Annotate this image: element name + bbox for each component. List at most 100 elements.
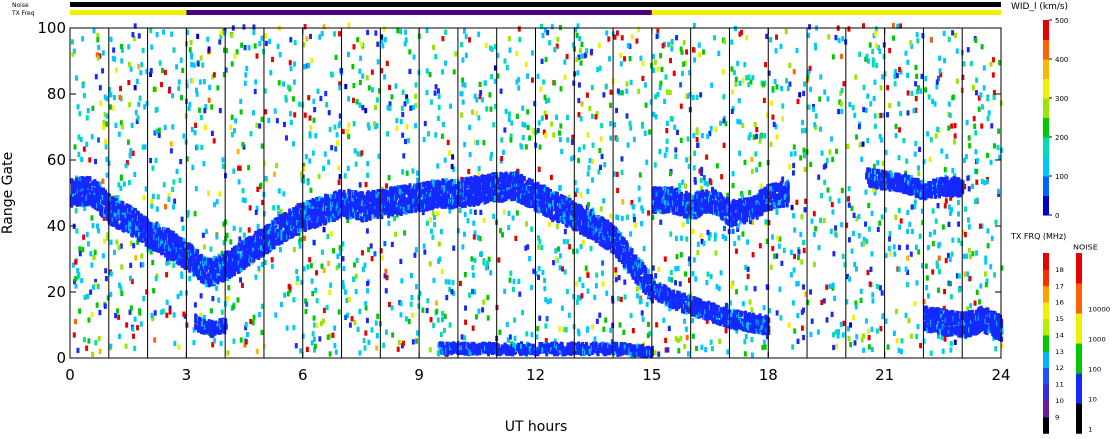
band-cell <box>269 231 273 237</box>
scatter-cell <box>792 267 796 273</box>
scatter-cell <box>133 345 137 352</box>
scatter-cell <box>81 36 85 42</box>
scatter-cell <box>105 156 109 163</box>
band-cell <box>148 243 152 250</box>
band-cell <box>355 192 359 198</box>
band-cell <box>366 190 370 196</box>
scatter-cell <box>764 219 768 225</box>
scatter-cell <box>375 333 379 339</box>
scatter-cell <box>951 168 955 174</box>
scatter-cell <box>545 316 549 322</box>
scatter-cell <box>573 191 577 197</box>
scatter-cell <box>236 148 240 154</box>
scatter-cell <box>957 273 961 279</box>
scatter-cell <box>106 295 110 301</box>
scatter-cell <box>745 35 749 41</box>
scatter-cell <box>352 82 356 89</box>
scatter-cell <box>731 228 735 234</box>
scatter-cell <box>698 52 702 58</box>
scatter-cell <box>591 324 595 330</box>
scatter-cell <box>924 263 928 269</box>
scatter-cell <box>388 105 392 111</box>
scatter-cell <box>401 132 405 138</box>
scatter-cell <box>521 134 525 141</box>
band-cell <box>102 191 106 197</box>
band-cell <box>310 212 314 218</box>
band-cell <box>303 209 307 215</box>
scatter-cell <box>926 131 930 137</box>
scatter-cell <box>763 133 767 139</box>
scatter-cell <box>876 45 880 51</box>
scatter-cell <box>865 318 868 324</box>
scatter-cell <box>377 153 381 160</box>
scatter-cell <box>192 339 196 346</box>
scatter-cell <box>295 268 299 275</box>
scatter-cell <box>141 47 145 54</box>
band-cell <box>230 247 235 253</box>
scatter-cell <box>962 61 966 67</box>
scatter-cell <box>151 193 155 200</box>
scatter-cell <box>788 81 792 87</box>
scatter-cell <box>347 133 351 140</box>
scatter-cell <box>314 133 318 139</box>
scatter-cell <box>595 318 599 324</box>
scatter-cell <box>404 37 408 43</box>
scatter-cell <box>674 266 678 272</box>
scatter-cell <box>213 338 217 344</box>
band-cell <box>376 204 380 210</box>
scatter-cell <box>322 165 325 172</box>
scatter-cell <box>325 102 329 108</box>
scatter-cell <box>880 214 884 220</box>
scatter-cell <box>387 175 391 181</box>
scatter-cell <box>540 23 544 30</box>
band-cell <box>368 215 372 221</box>
scatter-cell <box>579 192 583 198</box>
scatter-cell <box>747 74 751 80</box>
scatter-cell <box>258 41 262 47</box>
scatter-cell <box>915 280 919 286</box>
scatter-cell <box>835 343 838 350</box>
scatter-cell <box>904 266 908 272</box>
scatter-cell <box>133 85 137 91</box>
scatter-cell <box>906 255 910 261</box>
band-cell <box>200 269 204 276</box>
band-cell <box>102 187 106 193</box>
scatter-cell <box>376 313 380 319</box>
scatter-cell <box>177 79 181 85</box>
scatter-cell <box>382 26 386 32</box>
scatter-cell <box>700 238 704 245</box>
scatter-cell <box>649 99 653 105</box>
scatter-cell <box>335 132 339 138</box>
scatter-cell <box>986 228 990 234</box>
scatter-cell <box>488 45 492 51</box>
scatter-cell <box>710 82 714 88</box>
band-cell <box>331 208 335 214</box>
scatter-cell <box>593 336 597 342</box>
scatter-cell <box>361 250 364 256</box>
scatter-cell <box>292 324 296 331</box>
scatter-cell <box>993 272 997 278</box>
scatter-cell <box>415 284 418 290</box>
scatter-cell <box>915 32 919 38</box>
scatter-cell <box>852 212 856 218</box>
scatter-cell <box>898 127 901 133</box>
scatter-cell <box>310 57 314 64</box>
scatter-cell <box>841 253 845 260</box>
scatter-cell <box>375 123 379 129</box>
scatter-cell <box>864 221 867 227</box>
scatter-cell <box>81 246 85 253</box>
scatter-cell <box>798 92 802 98</box>
scatter-cell <box>609 121 613 127</box>
scatter-cell <box>302 266 306 272</box>
band-cell <box>88 183 92 189</box>
scatter-cell <box>233 128 236 134</box>
scatter-cell <box>247 227 251 233</box>
scatter-cell <box>870 251 874 257</box>
scatter-cell <box>132 35 136 42</box>
status-bars <box>70 2 1001 15</box>
scatter-cell <box>685 334 689 341</box>
scatter-cell <box>950 251 954 257</box>
scatter-cell <box>991 72 995 78</box>
scatter-cell <box>703 180 707 186</box>
scatter-cell <box>337 309 341 315</box>
